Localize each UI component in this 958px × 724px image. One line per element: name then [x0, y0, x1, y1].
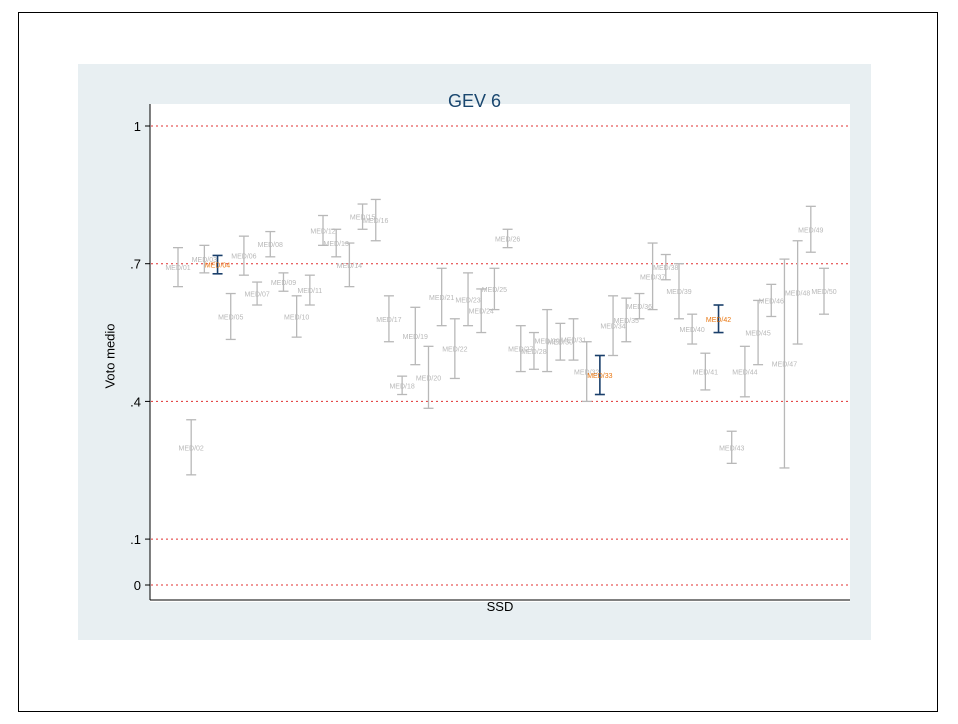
series-label-MED-05: MED/05	[218, 314, 243, 321]
series-label-MED-28: MED/28	[521, 349, 546, 356]
series-label-MED-14: MED/14	[337, 263, 362, 270]
series-label-MED-08: MED/08	[258, 242, 283, 249]
series-label-MED-35: MED/35	[614, 318, 639, 325]
series-label-MED-07: MED/07	[244, 292, 269, 299]
series-label-MED-26: MED/26	[495, 236, 520, 243]
series-label-MED-10: MED/10	[284, 314, 309, 321]
series-label-MED-17: MED/17	[376, 317, 401, 324]
series-label-MED-21: MED/21	[429, 295, 454, 302]
series-label-MED-25: MED/25	[482, 287, 507, 294]
series-label-MED-40: MED/40	[680, 327, 705, 334]
series-label-MED-36: MED/36	[627, 304, 652, 311]
x-axis-label: SSD	[150, 599, 850, 614]
series-label-MED-45: MED/45	[745, 331, 770, 338]
y-tick-label-3: .7	[130, 257, 141, 272]
series-label-MED-04: MED/04	[205, 263, 230, 270]
y-axis-label: Voto medio	[103, 323, 118, 388]
series-label-MED-49: MED/49	[798, 227, 823, 234]
series-label-MED-50: MED/50	[811, 289, 836, 296]
series-label-MED-12: MED/12	[310, 228, 335, 235]
series-label-MED-18: MED/18	[389, 383, 414, 390]
series-label-MED-37: MED/37	[640, 274, 665, 281]
series-label-MED-48: MED/48	[785, 290, 810, 297]
series-label-MED-41: MED/41	[693, 370, 718, 377]
series-label-MED-47: MED/47	[772, 362, 797, 369]
chart-title: GEV 6	[78, 91, 871, 112]
y-ticks: 0 .1 .4 .7 1	[130, 119, 150, 593]
y-tick-label-2: .4	[130, 394, 141, 409]
series-label-MED-33: MED/33	[587, 373, 612, 380]
series-label-MED-22: MED/22	[442, 347, 467, 354]
series-label-MED-19: MED/19	[403, 334, 428, 341]
series-label-MED-46: MED/46	[759, 298, 784, 305]
series-label-MED-16: MED/16	[363, 218, 388, 225]
series-label-MED-02: MED/02	[179, 445, 204, 452]
series-label-MED-31: MED/31	[561, 337, 586, 344]
series-label-MED-20: MED/20	[416, 375, 441, 382]
series-label-MED-24: MED/24	[469, 309, 494, 316]
series-label-MED-13: MED/13	[324, 241, 349, 248]
series-label-MED-11: MED/11	[297, 288, 322, 295]
series-label-MED-06: MED/06	[231, 254, 256, 261]
y-tick-label-1: .1	[130, 532, 141, 547]
series-label-MED-38: MED/38	[653, 265, 678, 272]
series-label-MED-01: MED/01	[165, 265, 190, 272]
series-label-MED-23: MED/23	[455, 297, 480, 304]
series-label-MED-42: MED/42	[706, 317, 731, 324]
series-label-MED-39: MED/39	[666, 289, 691, 296]
series-label-MED-44: MED/44	[732, 370, 757, 377]
series-label-MED-09: MED/09	[271, 280, 296, 287]
y-tick-label-0: 0	[134, 578, 141, 593]
series-label-MED-43: MED/43	[719, 445, 744, 452]
y-tick-label-4: 1	[134, 119, 141, 134]
